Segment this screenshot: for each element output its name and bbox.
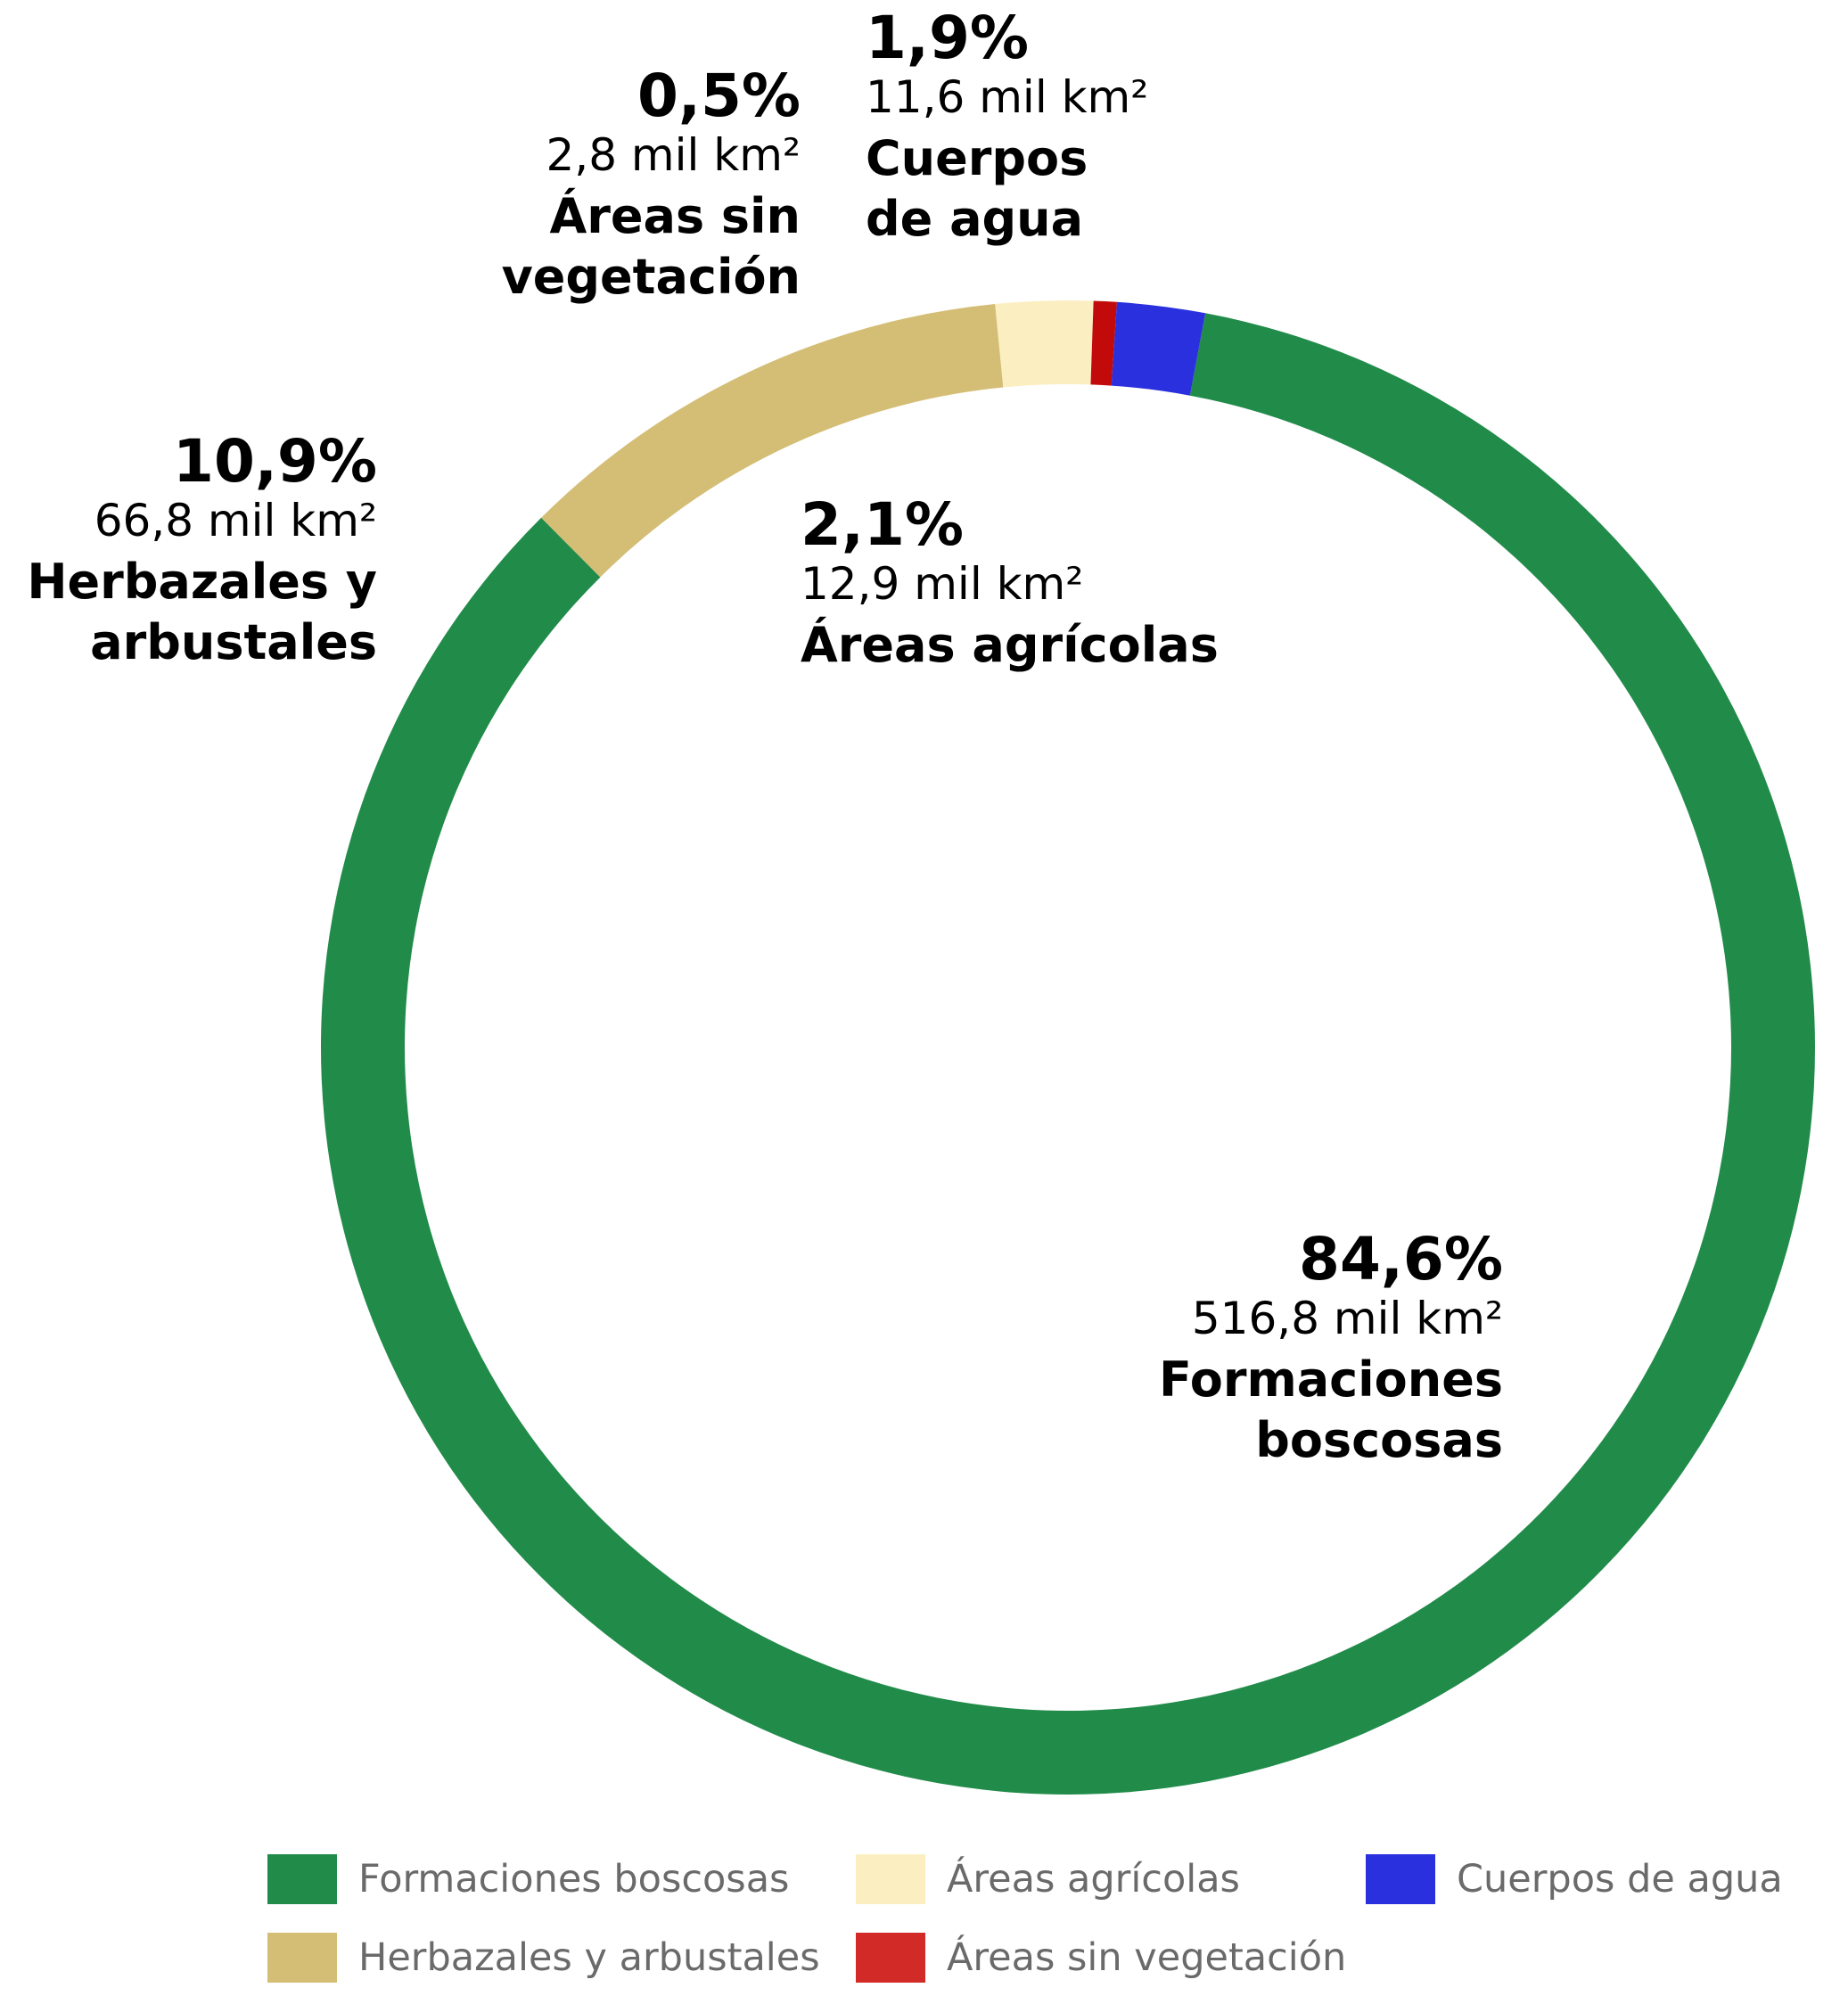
donut-slice-areas-agricolas: [995, 300, 1094, 388]
label-percent: 0,5%: [637, 62, 801, 130]
label-cuerpos-de-agua: 1,9% 11,6 mil km² Cuerpos de agua: [866, 9, 1148, 249]
label-herbazales-arbustales: 10,9% 66,8 mil km² Herbazales y arbustal…: [27, 432, 377, 672]
label-percent: 2,1%: [801, 490, 965, 559]
label-area: 12,9 mil km²: [801, 558, 1084, 610]
legend-label: Formaciones boscosas: [358, 1857, 790, 1902]
label-areas-sin-vegetacion: 0,5% 2,8 mil km² Áreas sin vegetación: [502, 67, 801, 307]
donut-slice-areas-sin-vegetacion: [1090, 300, 1117, 386]
label-areas-agricolas: 2,1% 12,9 mil km² Áreas agrícolas: [801, 496, 1219, 676]
legend-swatch: [267, 1854, 337, 1904]
label-name: Áreas sin vegetación: [501, 188, 801, 305]
label-area: 11,6 mil km²: [866, 71, 1149, 123]
label-percent: 84,6%: [1299, 1225, 1503, 1294]
legend-item-formaciones-boscosas: Formaciones boscosas: [267, 1854, 789, 1904]
label-name: Herbazales y arbustales: [27, 554, 377, 670]
legend-swatch: [856, 1933, 925, 1983]
legend-item-areas-agricolas: Áreas agrícolas: [856, 1854, 1240, 1904]
label-area: 2,8 mil km²: [546, 129, 801, 181]
label-formaciones-boscosas: 84,6% 516,8 mil km² Formaciones boscosas: [1159, 1230, 1503, 1470]
label-percent: 10,9%: [173, 427, 377, 496]
donut-chart: [321, 300, 1816, 1795]
legend-label: Áreas sin vegetación: [947, 1935, 1347, 1980]
label-area: 516,8 mil km²: [1191, 1293, 1503, 1344]
legend-label: Áreas agrícolas: [947, 1857, 1240, 1902]
legend-label: Herbazales y arbustales: [358, 1935, 820, 1980]
donut-slice-herbazales-y-arbustales: [541, 303, 1004, 578]
chart-legend: Formaciones boscosas Áreas agrícolas Cue…: [267, 1854, 1819, 1988]
label-area: 66,8 mil km²: [94, 495, 377, 546]
label-name: Cuerpos de agua: [866, 130, 1088, 247]
label-name: Formaciones boscosas: [1159, 1351, 1503, 1468]
label-name: Áreas agrícolas: [801, 617, 1219, 673]
legend-swatch: [856, 1854, 925, 1904]
donut-slice-cuerpos-de-agua: [1111, 301, 1206, 396]
legend-label: Cuerpos de agua: [1457, 1857, 1783, 1902]
legend-swatch: [1366, 1854, 1435, 1904]
legend-item-cuerpos-de-agua: Cuerpos de agua: [1366, 1854, 1783, 1904]
label-percent: 1,9%: [866, 4, 1030, 72]
legend-item-areas-sin-vegetacion: Áreas sin vegetación: [856, 1933, 1346, 1983]
legend-item-herbazales-arbustales: Herbazales y arbustales: [267, 1933, 820, 1983]
legend-swatch: [267, 1933, 337, 1983]
